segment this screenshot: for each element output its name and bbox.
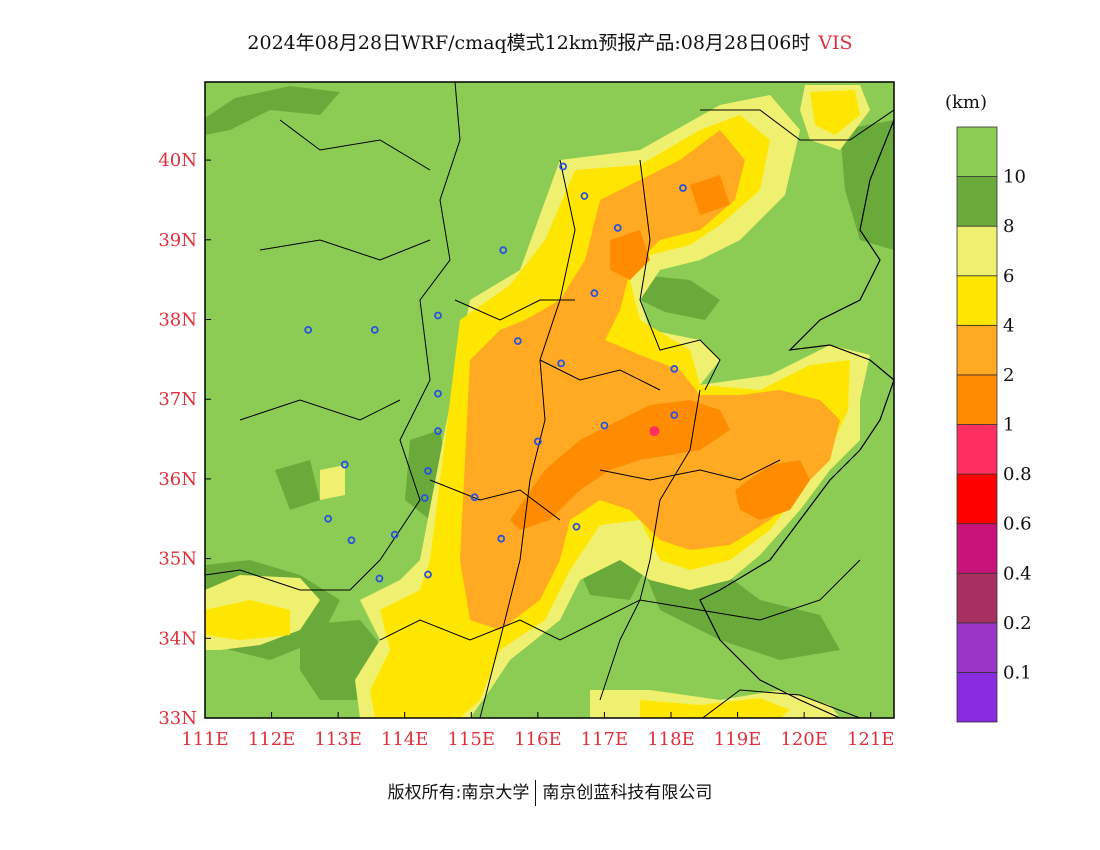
lat-label-40N: 40N [158, 150, 197, 171]
lat-label-37N: 37N [158, 389, 197, 410]
legend-swatch-11 [956, 126, 998, 177]
city-marker-11 [670, 365, 679, 373]
city-marker-3 [613, 223, 622, 232]
legend-label-0.6: 0.6 [1003, 514, 1032, 535]
lon-label-114E: 114E [381, 729, 429, 750]
color-legend: 0.1 0.2 0.4 0.6 0.8 1 2 4 6 8 10 [956, 126, 1032, 723]
lon-label-112E: 112E [248, 729, 296, 750]
city-marker-17 [340, 460, 349, 469]
copyright-footer: 版权所有:南京大学 南京创蓝科技有限公司 [0, 778, 1100, 806]
city-marker-8 [370, 325, 379, 334]
lon-label-118E: 118E [647, 729, 695, 750]
legend-label-6: 6 [1003, 266, 1014, 287]
city-marker-22 [572, 522, 581, 531]
legend-label-0.2: 0.2 [1003, 613, 1032, 634]
legend-swatch-6 [956, 374, 998, 425]
lon-label-113E: 113E [314, 729, 362, 750]
lat-label-36N: 36N [158, 469, 197, 490]
city-marker-5 [590, 289, 599, 298]
city-marker-15 [434, 427, 442, 435]
city-marker-10 [557, 359, 566, 368]
lon-label-111E: 111E [181, 729, 229, 750]
title-main: 2024年08月28日WRF/cmaq模式12km预报产品:08月28日06时 [247, 32, 811, 54]
legend-swatch-10 [956, 176, 998, 227]
city-marker-23 [390, 530, 399, 539]
province-boundaries [205, 82, 894, 718]
legend-swatch-7 [956, 324, 998, 376]
lat-label-39N: 39N [158, 230, 197, 251]
map-field [205, 82, 894, 718]
city-marker-1 [580, 192, 589, 200]
city-marker-16 [533, 437, 542, 446]
legend-swatch-0 [956, 672, 998, 723]
lon-label-119E: 119E [714, 729, 762, 750]
legend-label-4: 4 [1003, 315, 1014, 336]
legend-label-10: 10 [1003, 167, 1026, 188]
city-marker-14 [600, 421, 609, 430]
legend-label-2: 2 [1003, 365, 1014, 386]
legend-label-0.8: 0.8 [1003, 464, 1032, 485]
lat-label-34N: 34N [158, 628, 197, 649]
legend-unit: (km) [945, 92, 987, 113]
city-marker-20 [470, 493, 479, 502]
legend-swatch-3 [956, 523, 998, 574]
legend-label-8: 8 [1003, 216, 1014, 237]
city-markers [304, 162, 687, 583]
lon-label-116E: 116E [514, 729, 562, 750]
legend-swatch-8 [956, 275, 998, 326]
lat-label-35N: 35N [158, 549, 197, 570]
city-marker-4 [499, 246, 508, 255]
city-marker-27 [375, 574, 384, 583]
city-marker-2 [679, 184, 687, 192]
city-marker-6 [434, 311, 442, 320]
footer-right: 南京创蓝科技有限公司 [542, 783, 713, 803]
city-marker-9 [513, 337, 522, 345]
city-marker-12 [434, 389, 442, 398]
hotspot-marker [649, 426, 660, 437]
legend-swatch-5 [956, 424, 998, 475]
footer-left: 版权所有:南京大学 [387, 783, 530, 803]
coastline [699, 119, 894, 718]
city-marker-25 [497, 534, 506, 543]
lat-label-38N: 38N [158, 310, 197, 331]
city-marker-24 [347, 536, 356, 545]
footer-separator [535, 780, 537, 806]
city-marker-19 [420, 494, 429, 502]
city-marker-18 [424, 467, 432, 475]
lat-label-33N: 33N [158, 708, 197, 729]
lon-label-117E: 117E [581, 729, 629, 750]
city-marker-7 [304, 325, 313, 334]
legend-label-1: 1 [1003, 415, 1014, 436]
axis-ticks: 111E 112E 113E 114E 115E 116E 117E 118E 119E 120E… [158, 150, 894, 750]
city-marker-0 [559, 162, 568, 171]
city-marker-21 [324, 514, 333, 523]
lon-label-120E: 120E [780, 729, 828, 750]
legend-label-0.1: 0.1 [1003, 662, 1032, 683]
city-marker-13 [670, 411, 679, 420]
band-1-2km [510, 175, 810, 530]
low-vis-hotspot [649, 426, 660, 437]
lon-label-121E: 121E [847, 729, 895, 750]
map-frame [204, 81, 895, 719]
legend-swatch-4 [956, 473, 998, 525]
legend-label-0.4: 0.4 [1003, 563, 1032, 584]
map-title: 2024年08月28日WRF/cmaq模式12km预报产品:08月28日06时 V… [0, 28, 1100, 55]
legend-swatch-1 [956, 622, 998, 673]
city-marker-26 [424, 570, 432, 579]
legend-swatch-2 [956, 572, 998, 624]
lon-label-115E: 115E [448, 729, 496, 750]
title-variable: VIS [818, 32, 853, 54]
legend-swatch-9 [956, 225, 998, 277]
